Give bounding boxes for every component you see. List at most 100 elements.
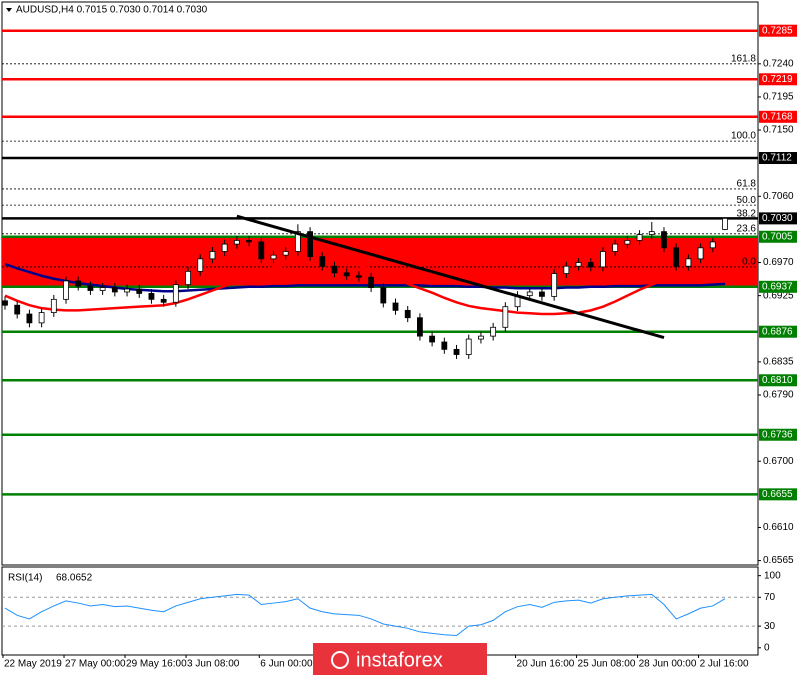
level-label-bg [759,152,797,165]
candle-body [722,217,728,230]
candle-body [233,240,240,245]
y-tick-label: 0.6700 [763,456,794,467]
level-label-bg [759,230,797,243]
y-tick-label: 0.6835 [763,357,794,368]
rsi-tick-label: 30 [764,621,776,632]
candle-body [502,306,509,328]
candle-body [221,243,228,252]
candle-body [612,243,619,252]
candle-body [246,240,252,243]
candle-body [673,247,680,267]
y-tick-label: 0.6925 [763,290,794,301]
level-label: 0.7168 [762,111,793,122]
y-tick-label: 0.7150 [763,125,794,136]
level-label-bg [759,280,797,293]
level-label: 0.6655 [762,489,793,500]
candle-body [63,280,69,300]
candle-body [380,287,387,304]
level-label-bg [759,325,797,338]
candle-body [331,265,338,274]
x-tick-label: 3 Jun 08:00 [187,659,240,670]
trendline [236,214,665,340]
level-label: 0.7219 [762,74,793,85]
candle-body [404,309,411,319]
y-tick-label: 0.6610 [763,522,794,533]
level-label: 0.7005 [762,231,793,242]
x-tick-label: 29 May 16:00 [126,659,187,670]
candle-body [294,231,301,252]
candle-body [282,251,289,256]
x-tick-label: 2 Jul 16:00 [700,659,749,670]
candle-body [172,284,179,303]
candle-body [526,291,533,297]
level-label: 0.7112 [762,153,792,164]
fib-label: 61.8 [737,179,757,190]
candle-body [355,275,362,278]
level-label-bg [759,73,797,86]
zone-layer [2,236,758,287]
x-tick-label: 28 Jun 00:00 [639,659,697,670]
candle-body [465,338,472,355]
moving-average [4,259,726,316]
menu-arrow[interactable] [6,8,12,12]
level-label-bg [759,488,797,501]
candle-body [453,348,460,355]
candle-body [2,300,8,306]
level-label: 0.6937 [762,281,793,292]
candle-body [148,293,155,300]
candle-body [539,291,545,297]
candle-body [392,302,399,311]
candle-body [709,241,716,249]
candles-layer [2,217,728,359]
fib-label: 50.0 [737,195,757,206]
rsi-tick-label: 0 [764,642,770,653]
candle-body [685,258,692,267]
candle-body [490,326,497,337]
y-tick-label: 0.7195 [763,92,794,103]
candle-body [478,335,484,340]
rsi-line [4,593,726,637]
rsi-value: 68.0652 [56,573,93,584]
fib-label: 100.0 [731,131,756,142]
y-tick-label: 0.6790 [763,390,794,401]
candle-body [26,313,33,324]
candle-body [368,276,375,288]
x-tick-label: 20 Jun 16:00 [517,659,575,670]
candle-body [38,312,45,324]
level-label: 0.6876 [762,326,793,337]
level-label-bg [759,428,797,441]
fib-label: 161.8 [731,53,756,64]
level-label: 0.6736 [762,429,793,440]
level-label: 0.6810 [762,375,793,386]
candle-body [307,231,313,258]
rsi-tick-label: 70 [764,592,776,603]
watermark: instaforex [313,643,487,675]
candle-body [624,240,631,245]
x-tick-label: 25 Jun 08:00 [578,659,636,670]
level-label-bg [759,24,797,37]
candle-body [551,273,558,297]
candle-body [258,241,265,260]
candle-body [75,280,82,287]
candle-body [160,298,167,303]
level-label: 0.7285 [762,25,793,36]
level-label: 0.7030 [762,213,793,224]
candle-body [319,256,326,267]
x-tick-label: 27 May 00:00 [65,659,126,670]
candle-body [587,262,594,268]
candle-body [636,234,643,241]
y-tick-label: 0.6970 [763,257,794,268]
candle-body [575,262,582,267]
overlay-layer: 0.7240 0.7195 0.7150 0.7060 0.6970 0.6925 0.68… [2,24,797,670]
candle-body [600,251,606,268]
candle-body [136,288,143,294]
candle-body [209,251,216,260]
candle-body [343,272,350,277]
candle-body [270,254,277,260]
fib-label: 38.2 [737,209,757,220]
candle-body [563,265,570,274]
level-label-bg [759,110,797,123]
candle-body [87,285,94,291]
candle-body [417,317,423,337]
